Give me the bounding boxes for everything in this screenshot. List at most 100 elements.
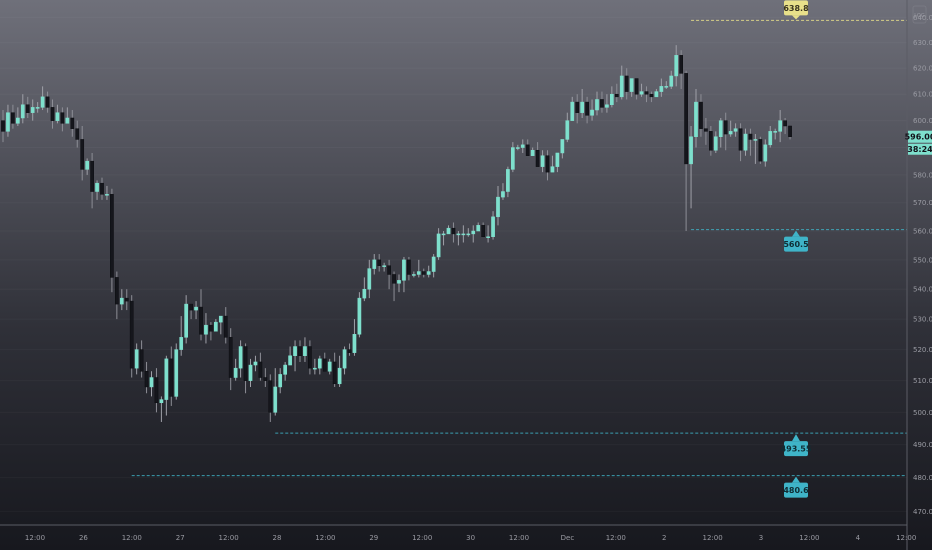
candle[interactable] [669,70,674,89]
candle[interactable] [654,88,659,98]
candle[interactable] [159,396,164,422]
candlestick-series[interactable] [1,45,792,422]
candle[interactable] [506,166,510,198]
candle[interactable] [674,45,679,87]
candle[interactable] [758,136,763,164]
candle[interactable] [456,231,461,246]
candle[interactable] [293,340,297,372]
candle[interactable] [352,319,357,356]
candle[interactable] [179,316,184,356]
candle[interactable] [392,271,396,302]
candle[interactable] [332,352,337,387]
candle[interactable] [520,139,525,153]
candle[interactable] [723,112,728,151]
candle[interactable] [95,180,99,200]
candle[interactable] [139,340,144,378]
candle[interactable] [194,301,198,320]
candle[interactable] [283,361,287,381]
candle[interactable] [174,343,179,400]
candle[interactable] [402,256,406,293]
candle[interactable] [639,83,644,97]
candle[interactable] [555,152,560,173]
candle[interactable] [6,104,10,137]
candle[interactable] [248,358,253,387]
candle[interactable] [659,78,664,97]
candle[interactable] [243,343,248,394]
candle[interactable] [590,99,594,121]
candle[interactable] [362,277,367,302]
candle[interactable] [629,78,634,97]
candle[interactable] [268,374,273,422]
candle[interactable] [699,94,703,137]
candle[interactable] [704,117,708,145]
candle[interactable] [407,256,411,281]
candle[interactable] [718,117,723,148]
candle[interactable] [679,50,683,89]
candle[interactable] [565,112,570,143]
candle[interactable] [491,211,495,240]
candle[interactable] [65,107,70,124]
candle[interactable] [511,142,515,173]
candle[interactable] [619,65,624,100]
candle[interactable] [545,150,550,181]
candle[interactable] [40,86,45,111]
candle[interactable] [753,134,758,164]
candle[interactable] [55,104,60,124]
candle[interactable] [70,110,75,137]
candle[interactable] [743,128,748,156]
candle[interactable] [530,147,535,156]
candle[interactable] [60,107,65,132]
candle[interactable] [90,152,94,209]
candle[interactable] [278,368,283,394]
candle[interactable] [105,185,109,200]
candle[interactable] [50,99,55,129]
candle[interactable] [397,274,401,293]
candle[interactable] [288,346,292,366]
candle[interactable] [228,328,233,391]
candle[interactable] [570,96,575,121]
candle[interactable] [684,70,688,232]
candle[interactable] [560,139,565,159]
candle[interactable] [144,361,149,394]
candle[interactable] [535,142,540,167]
candle[interactable] [308,340,312,375]
candle[interactable] [16,107,20,126]
candle[interactable] [298,340,302,362]
candle[interactable] [387,259,391,290]
candle[interactable] [263,368,268,387]
candle[interactable] [783,117,787,135]
candle[interactable] [169,346,174,406]
candle[interactable] [154,368,159,413]
candle[interactable] [75,120,80,148]
candle[interactable] [204,313,208,344]
candle[interactable] [580,88,584,118]
candle[interactable] [431,254,436,278]
candle[interactable] [763,139,768,167]
candle[interactable] [471,225,476,243]
candle[interactable] [223,307,228,344]
candle[interactable] [85,158,90,175]
candle[interactable] [115,271,119,320]
candle[interactable] [347,343,352,356]
candle[interactable] [768,125,773,148]
candle[interactable] [728,120,733,137]
candle[interactable] [649,91,654,103]
candle[interactable] [199,289,203,341]
candle[interactable] [317,355,322,375]
candle[interactable] [788,125,792,140]
candle[interactable] [20,94,25,124]
candle[interactable] [342,346,347,375]
candle[interactable] [605,94,609,113]
candle[interactable] [377,254,382,272]
candle[interactable] [778,110,782,143]
candle[interactable] [238,340,243,378]
candle[interactable] [733,123,738,137]
candle[interactable] [110,188,114,293]
candle[interactable] [416,259,421,278]
candle[interactable] [218,315,223,335]
candle[interactable] [149,371,154,397]
candle[interactable] [748,128,753,156]
candle[interactable] [45,91,50,113]
candle[interactable] [214,319,218,332]
candle[interactable] [451,222,456,243]
